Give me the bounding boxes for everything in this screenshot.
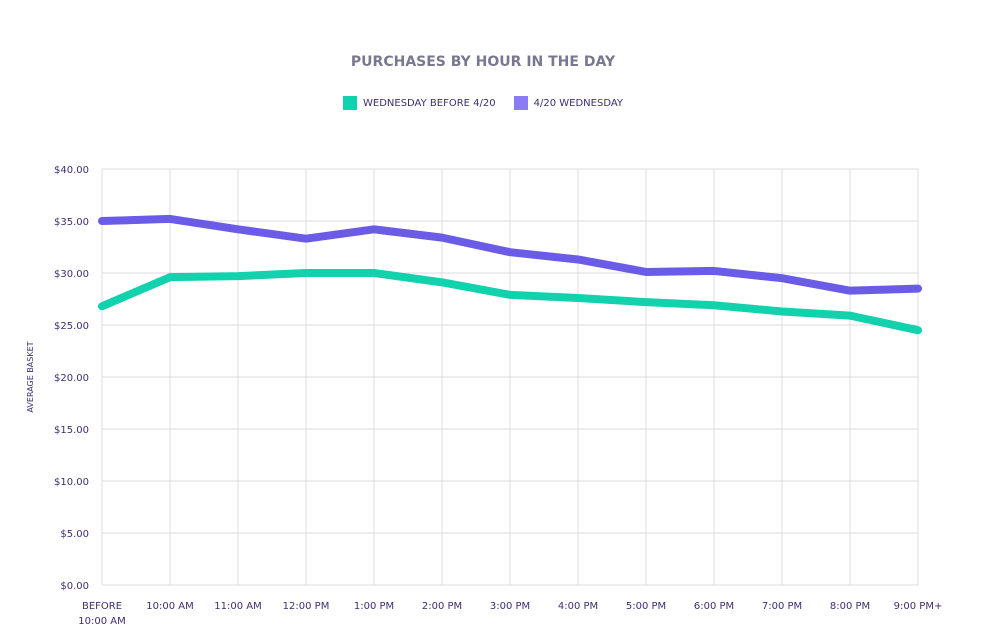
y-axis-label: AVERAGE BASKET — [26, 341, 35, 412]
y-tick-label: $5.00 — [60, 529, 89, 540]
y-tick-label: $15.00 — [54, 425, 89, 436]
y-tick-label: $30.00 — [54, 269, 89, 280]
x-tick-label: 3:00 PM — [490, 601, 530, 612]
legend-item-420: 4/20 WEDNESDAY — [513, 96, 624, 110]
y-tick-label: $0.00 — [60, 581, 89, 592]
x-tick-label: 9:00 PM+ — [894, 601, 943, 612]
legend: WEDNESDAY BEFORE 4/20 4/20 WEDNESDAY — [0, 96, 966, 110]
y-tick-label: $10.00 — [54, 477, 89, 488]
legend-label: 4/20 WEDNESDAY — [533, 97, 624, 109]
y-tick-label: $40.00 — [54, 165, 89, 176]
y-tick-label: $25.00 — [54, 321, 89, 332]
x-tick-label: 10:00 AM — [146, 601, 193, 612]
y-tick-label: $20.00 — [54, 373, 89, 384]
x-tick-label: BEFORE — [82, 601, 122, 612]
x-tick-label: 6:00 PM — [694, 601, 734, 612]
x-tick-label: 2:00 PM — [422, 601, 462, 612]
x-tick-label: 8:00 PM — [830, 601, 870, 612]
x-tick-label: 10:00 AM — [78, 616, 125, 627]
x-tick-label: 12:00 PM — [283, 601, 330, 612]
x-tick-label: 5:00 PM — [626, 601, 666, 612]
legend-swatch — [513, 96, 528, 110]
x-tick-label: 4:00 PM — [558, 601, 598, 612]
legend-swatch — [342, 96, 357, 110]
chart-title: PURCHASES BY HOUR IN THE DAY — [350, 54, 616, 70]
y-tick-label: $35.00 — [54, 217, 89, 228]
legend-label: WEDNESDAY BEFORE 4/20 — [362, 97, 496, 109]
legend-item-before: WEDNESDAY BEFORE 4/20 — [342, 96, 496, 110]
x-tick-label: 7:00 PM — [762, 601, 802, 612]
x-tick-label: 1:00 PM — [354, 601, 394, 612]
x-tick-label: 11:00 AM — [214, 601, 261, 612]
